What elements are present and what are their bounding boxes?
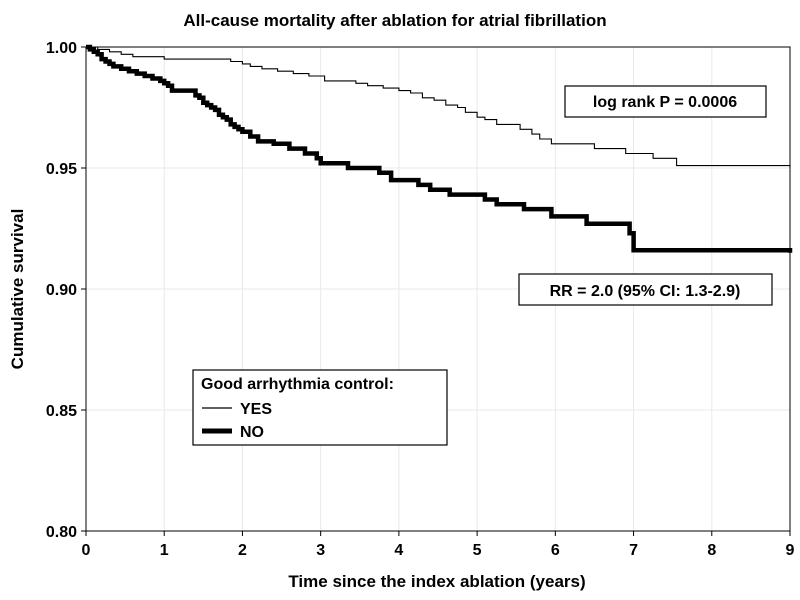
y-axis-label: Cumulative survival [8,209,27,370]
x-tick-label: 8 [707,542,716,559]
y-tick-label: 0.95 [46,161,77,178]
series-layer [86,44,793,253]
chart-title: All-cause mortality after ablation for a… [183,11,606,30]
x-tick-label: 0 [82,542,91,559]
x-tick-label: 9 [786,542,795,559]
x-tick-label: 2 [238,542,247,559]
x-tick-label: 7 [629,542,638,559]
legend-box [192,369,448,446]
x-tick-label: 4 [394,542,403,559]
axis-ticks: 0 1 2 3 4 5 6 7 8 9 0.80 0.85 0.90 0.95 1.00 [46,40,795,559]
y-tick-label: 1.00 [46,40,77,57]
x-axis-label: Time since the index ablation (years) [288,572,585,591]
rr-text: RR = 2.0 (95% CI: 1.3-2.9) [550,283,741,300]
y-tick-label: 0.90 [46,282,77,299]
rr-box [518,273,773,306]
series-line-no [86,44,793,253]
rr-annotation: RR = 2.0 (95% CI: 1.3-2.9) [518,273,773,306]
legend-label-yes: YES [240,401,272,418]
y-tick-label: 0.80 [46,524,77,541]
legend-title: Good arrhythmia control: [201,376,394,393]
y-tick-label: 0.85 [46,403,77,420]
logrank-annotation: log rank P = 0.0006 [564,85,767,118]
legend: Good arrhythmia control: YES NO [192,369,448,446]
legend-label-no: NO [240,424,264,441]
logrank-text: log rank P = 0.0006 [593,94,737,111]
logrank-box [564,85,767,118]
x-tick-label: 1 [160,542,169,559]
x-tick-label: 5 [473,542,482,559]
x-tick-label: 3 [316,542,325,559]
x-tick-label: 6 [551,542,560,559]
series-line-yes [86,46,791,168]
